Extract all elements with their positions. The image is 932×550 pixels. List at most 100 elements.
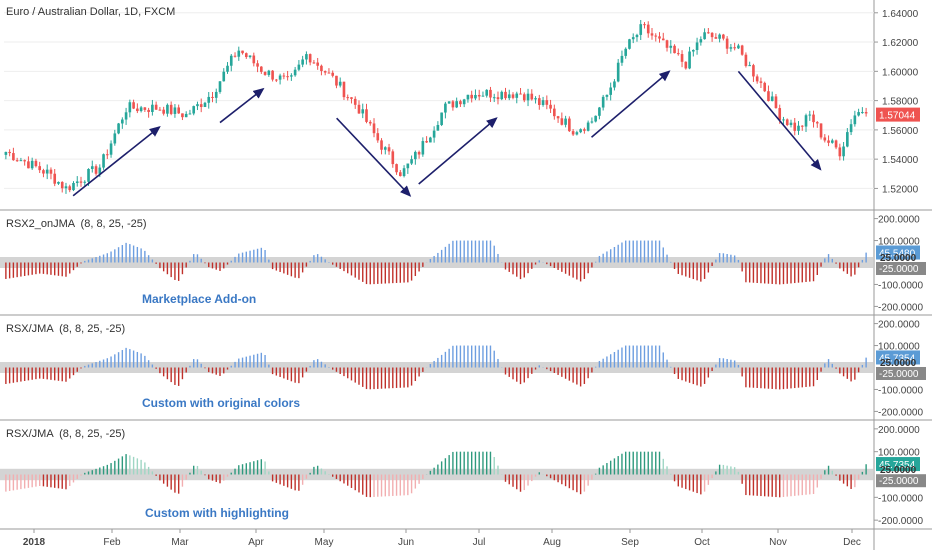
osc-value-label: 45.7354 xyxy=(879,353,916,364)
candle-body xyxy=(553,108,556,117)
candle-body xyxy=(199,104,203,108)
candle-body xyxy=(94,166,98,174)
candle-body xyxy=(583,129,586,131)
osc-value-tag xyxy=(876,245,920,260)
candle-body xyxy=(778,108,782,121)
candle-body xyxy=(797,125,800,131)
price-tick-label: 1.56000 xyxy=(882,126,919,137)
candle-body xyxy=(519,93,522,95)
price-axis[interactable]: 1.64000 1.62000 1.60000 1.58000 1.56000 1.540… xyxy=(874,9,919,196)
level-up-label: 25.0000 xyxy=(880,253,917,264)
candle-body xyxy=(492,97,496,99)
candle-body xyxy=(357,104,361,114)
candle-body xyxy=(710,32,714,38)
candle-body xyxy=(60,181,64,189)
candle-body xyxy=(485,89,489,96)
candle-body xyxy=(263,71,267,75)
candle-body xyxy=(590,121,594,123)
trend-arrow xyxy=(72,125,161,197)
candle-body xyxy=(594,115,597,122)
candle-body xyxy=(673,45,676,54)
candle-body xyxy=(121,119,124,124)
candle-body xyxy=(162,109,165,114)
candle-body xyxy=(684,61,688,69)
candle-body xyxy=(819,123,823,138)
candle-body xyxy=(737,45,740,49)
osc-value-label: 45.7354 xyxy=(879,460,916,471)
candle-body xyxy=(507,94,511,99)
candle-body xyxy=(759,81,763,83)
candle-body xyxy=(335,75,338,86)
candle-body xyxy=(755,76,759,82)
trend-arrow xyxy=(418,117,498,185)
candle-body xyxy=(571,131,575,135)
candle-body xyxy=(658,36,661,39)
candle-body xyxy=(42,170,45,174)
level-dn-label: -25.0000 xyxy=(879,264,919,275)
candle-body xyxy=(12,153,15,161)
level-dn-label: -25.0000 xyxy=(879,476,919,487)
time-tick-label: Jun xyxy=(398,537,414,548)
candle-body xyxy=(353,98,357,105)
candle-body xyxy=(312,62,316,64)
candle-body xyxy=(72,183,75,191)
candle-body xyxy=(515,93,519,98)
candle-body xyxy=(90,166,94,169)
trend-arrow xyxy=(336,117,412,197)
candle-body xyxy=(23,160,26,162)
candle-body xyxy=(49,169,53,174)
candle-body xyxy=(537,98,541,105)
candle-body xyxy=(853,115,857,125)
osc-tick-label: 100.0000 xyxy=(878,342,920,353)
candle-body xyxy=(406,163,410,169)
oscillator-panel-rsx2-onjma[interactable]: RSX2_onJMA (8, 8, 25, -25) Marketplace A… xyxy=(0,215,926,314)
candle-body xyxy=(218,81,222,92)
time-tick-label: Feb xyxy=(103,537,121,548)
candle-body xyxy=(346,97,350,99)
candle-body xyxy=(586,122,590,131)
candle-body xyxy=(128,102,132,113)
time-axis[interactable]: 2018 Feb Mar Apr May Jun Jul Aug Sep Oct Nov Dec xyxy=(23,529,861,548)
time-tick-label: Dec xyxy=(843,537,861,548)
candle-body xyxy=(722,34,725,39)
candle-body xyxy=(628,39,631,49)
candle-body xyxy=(530,93,534,100)
candle-body xyxy=(782,119,785,121)
oscillator-panel-rsx-jma-highlight[interactable]: RSX/JMA (8, 8, 25, -25) Custom with high… xyxy=(0,425,926,527)
oscillator-panel-rsx-jma-original[interactable]: RSX/JMA (8, 8, 25, -25) Custom with orig… xyxy=(0,320,926,419)
indicator-params: (8, 8, 25, -25) xyxy=(81,218,147,230)
time-tick-label: Oct xyxy=(694,537,710,548)
candle-body xyxy=(214,91,218,98)
candle-body xyxy=(338,81,342,86)
candle-body xyxy=(545,100,549,105)
time-tick-label: Jul xyxy=(473,537,486,548)
price-panel[interactable]: Euro / Australian Dollar, 1D, FXCM 1.640… xyxy=(4,6,920,197)
candle-body xyxy=(740,45,744,55)
candle-body xyxy=(688,51,691,69)
candle-body xyxy=(849,124,853,133)
price-tick-label: 1.52000 xyxy=(882,184,919,195)
candle-body xyxy=(15,160,19,162)
price-grid xyxy=(4,12,874,189)
candle-body xyxy=(105,154,109,156)
candle-body xyxy=(169,104,173,114)
candle-body xyxy=(436,124,440,131)
indicator-params: (8, 8, 25, -25) xyxy=(59,323,125,335)
price-candles xyxy=(4,19,868,194)
candle-body xyxy=(714,37,718,39)
candle-body xyxy=(75,181,79,184)
candle-body xyxy=(639,24,643,35)
osc-tick-label: -200.0000 xyxy=(878,407,923,418)
candle-body xyxy=(158,109,162,111)
osc-tick-label: -100.0000 xyxy=(878,280,923,291)
candle-body xyxy=(541,100,545,105)
candle-body xyxy=(631,37,635,40)
candle-body xyxy=(763,82,767,92)
osc-tick-label: -200.0000 xyxy=(878,302,923,313)
candle-body xyxy=(827,140,830,143)
candle-body xyxy=(139,107,143,112)
candle-body xyxy=(391,151,395,165)
candle-body xyxy=(79,181,83,183)
candle-body xyxy=(38,166,42,171)
candle-body xyxy=(643,24,646,26)
